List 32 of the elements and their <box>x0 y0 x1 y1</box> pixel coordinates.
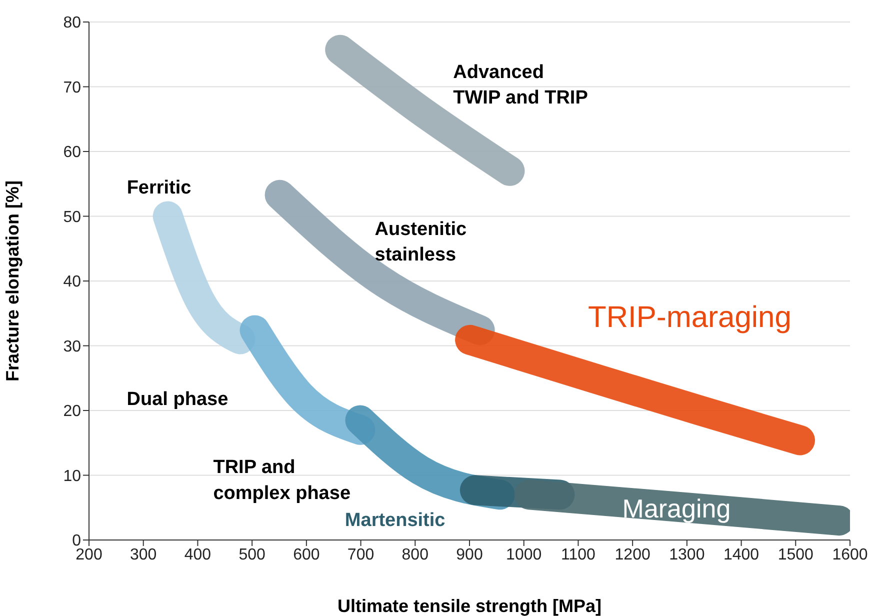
x-tick-label: 1000 <box>506 546 542 564</box>
x-tick-label: 400 <box>184 546 212 564</box>
y-tick-label: 20 <box>63 403 82 420</box>
y-tick-label: 30 <box>63 338 82 356</box>
y-tick-label: 10 <box>63 468 82 485</box>
x-tick-label: 1400 <box>723 546 760 564</box>
x-tick-label: 1300 <box>669 546 705 564</box>
x-tick-label: 1100 <box>561 546 596 564</box>
x-tick-label: 1500 <box>778 546 814 564</box>
x-tick-label: 800 <box>402 546 429 564</box>
x-tick-label: 500 <box>238 546 266 564</box>
series-label: Austenitic stainless <box>374 218 468 266</box>
series-label: TRIP-maraging <box>588 300 792 334</box>
y-axis-title: Fracture elongation [%] <box>2 180 22 382</box>
series-label: Advanced TWIP and TRIP <box>453 62 588 108</box>
x-tick-label: 1600 <box>832 546 868 564</box>
y-tick-label: 40 <box>63 274 82 291</box>
x-tick-label: 700 <box>347 546 374 564</box>
series-label: Maraging <box>622 494 731 524</box>
x-tick-label: 600 <box>293 546 320 564</box>
x-tick-label: 300 <box>130 546 157 564</box>
series-label: Martensitic <box>344 510 446 532</box>
x-tick-label: 900 <box>456 546 483 564</box>
y-tick-label: 60 <box>63 144 82 162</box>
x-tick-label: 1200 <box>614 546 650 564</box>
series-label: Ferritic <box>126 177 192 198</box>
text: Dual phase <box>126 389 228 410</box>
y-tick-label: 50 <box>63 208 82 226</box>
x-axis-title: Ultimate tensile strength [MPa] <box>337 596 602 616</box>
series-label: TRIP and complex phase <box>213 457 351 504</box>
y-tick-label: 80 <box>63 14 82 32</box>
y-tick-label: 70 <box>63 79 82 96</box>
